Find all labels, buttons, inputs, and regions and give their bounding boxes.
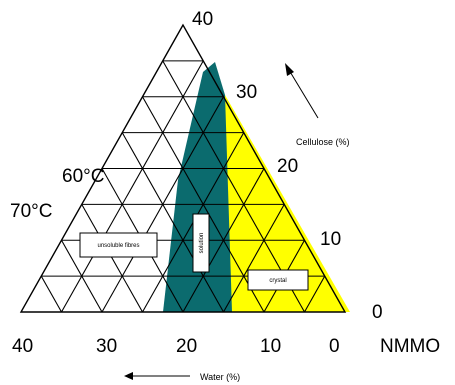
crystal-label-box (247, 269, 309, 291)
grid-line-left-parallel (304, 275, 326, 313)
bottom-tick-40: 40 (12, 336, 33, 357)
right-tick-20: 20 (277, 156, 298, 177)
water-axis-label: Water (%) (200, 372, 240, 382)
bottom-tick-10: 10 (260, 336, 281, 357)
grid-line-right-parallel (81, 204, 143, 313)
crystal-label: crystal (269, 278, 286, 284)
water-arrow-head (124, 372, 133, 380)
right-tick-10: 10 (320, 229, 341, 250)
cellulose-arrow-head (285, 63, 294, 76)
grid-line-right-parallel (121, 132, 224, 313)
bottom-tick-30: 30 (96, 336, 117, 357)
temperature-70-label: 70°C (10, 201, 52, 222)
solution-label: solution (199, 233, 205, 254)
bottom-tick-0: 0 (329, 336, 340, 357)
unsoluble-label-box (79, 232, 158, 258)
solution-label-box (192, 213, 210, 273)
nmmo-label: NMMO (380, 336, 440, 357)
triangle-outline (19, 23, 347, 313)
grid-line-left-parallel (223, 204, 285, 313)
right-tick-30: 30 (236, 82, 257, 103)
right-tick-40: 40 (192, 9, 213, 30)
temperature-60-label: 60°C (62, 166, 104, 187)
cellulose-axis-label: Cellulose (%) (296, 137, 350, 147)
triangular-grid (40, 60, 326, 313)
bottom-tick-20: 20 (176, 336, 197, 357)
solution-region (163, 62, 232, 312)
right-tick-0: 0 (372, 302, 383, 323)
unsoluble-label: unsoluble fibres (97, 243, 139, 249)
cellulose-arrow-shaft (288, 69, 319, 119)
grid-line-right-parallel (40, 275, 62, 313)
grid-line-left-parallel (61, 60, 204, 313)
